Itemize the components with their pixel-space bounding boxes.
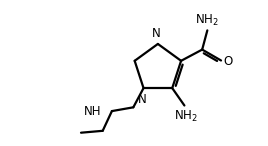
Text: NH: NH <box>84 105 102 118</box>
Text: N: N <box>151 27 160 40</box>
Text: NH$_2$: NH$_2$ <box>174 109 198 124</box>
Text: N: N <box>138 93 147 106</box>
Text: O: O <box>224 55 233 68</box>
Text: NH$_2$: NH$_2$ <box>195 13 219 28</box>
